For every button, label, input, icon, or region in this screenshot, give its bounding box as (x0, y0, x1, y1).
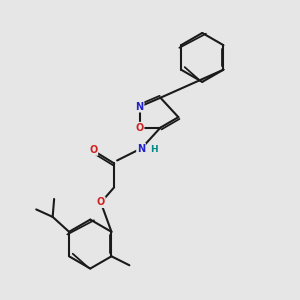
Text: H: H (150, 145, 158, 154)
Text: N: N (136, 102, 144, 112)
Text: O: O (89, 145, 98, 155)
Text: O: O (135, 123, 144, 133)
Text: O: O (97, 197, 105, 207)
Text: N: N (137, 143, 145, 154)
